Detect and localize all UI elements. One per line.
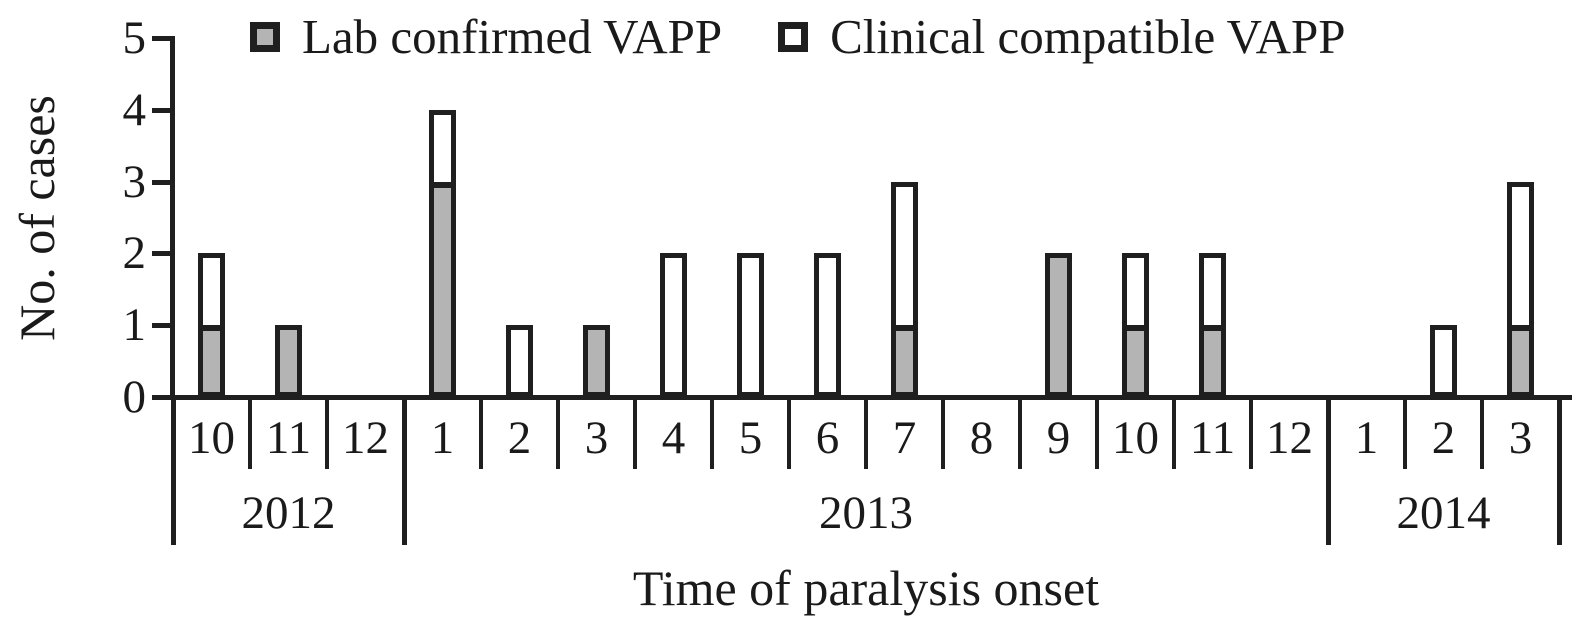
month-label-10: 10 [188,412,235,464]
y-tick-label-2: 2 [122,227,147,280]
bar-month-8-5 [737,253,764,397]
year-separator [402,397,407,545]
month-label-6: 6 [815,412,840,464]
month-separator [1095,397,1099,469]
bar-month-1-10 [198,253,225,397]
bar-lab-confirmed-segment [434,181,451,392]
month-separator [1018,397,1022,469]
month-label-9: 9 [1046,412,1071,464]
bar-lab-confirmed-segment [280,330,297,392]
legend-item-lab-confirmed: Lab confirmed VAPP [250,8,722,66]
month-separator [1480,397,1484,469]
year-label-2012: 2012 [241,487,336,539]
bar-month-17-2 [1430,325,1457,397]
x-axis-line [168,395,1572,400]
month-separator [556,397,560,469]
month-label-12: 12 [1266,412,1313,464]
bar-lab-confirmed-segment [1050,258,1067,392]
month-label-1: 1 [430,412,455,464]
bar-month-12-9 [1045,253,1072,397]
month-label-5: 5 [738,412,763,464]
month-label-4: 4 [661,412,686,464]
month-separator [1403,397,1407,469]
y-tick-label-3: 3 [122,155,147,208]
bar-month-18-3 [1507,181,1534,397]
month-label-10: 10 [1112,412,1159,464]
month-label-8: 8 [969,412,994,464]
clinical-compatible-swatch-icon [778,22,809,52]
y-axis-tick-4 [152,107,171,113]
month-label-11: 11 [265,412,312,464]
y-axis-tick-5 [152,36,171,41]
y-tick-label-1: 1 [122,299,147,352]
bar-lab-confirmed-segment [896,325,913,392]
bar-lab-confirmed-segment [1127,325,1144,392]
month-label-3: 3 [1508,412,1533,464]
y-axis-tick-2 [152,251,171,257]
month-separator [787,397,791,469]
month-separator [941,397,945,469]
legend-label-clinical-compatible: Clinical compatible VAPP [830,9,1346,64]
legend-label-lab-confirmed: Lab confirmed VAPP [302,9,723,64]
month-label-7: 7 [892,412,917,464]
month-separator [248,397,252,469]
month-separator [864,397,868,469]
month-label-3: 3 [584,412,609,464]
bar-month-2-11 [275,325,302,397]
y-axis-tick-1 [152,323,171,329]
bar-month-9-6 [814,253,841,397]
year-separator [171,397,176,545]
y-axis-tick-3 [152,179,171,185]
month-separator [1172,397,1176,469]
bar-month-13-10 [1122,253,1149,397]
bar-lab-confirmed-segment [1204,325,1221,392]
bar-lab-confirmed-segment [203,325,220,392]
y-axis-tick-0 [152,395,171,400]
month-label-12: 12 [342,412,389,464]
year-label-2014: 2014 [1396,487,1491,539]
bar-month-6-3 [583,325,610,397]
month-separator [479,397,483,469]
legend-item-clinical-compatible: Clinical compatible VAPP [778,8,1346,66]
month-label-2: 2 [1431,412,1456,464]
bar-month-4-1 [429,109,456,397]
y-tick-label-4: 4 [122,83,147,136]
y-tick-label-5: 5 [122,12,147,64]
bar-month-7-4 [660,253,687,397]
bar-month-5-2 [506,325,533,397]
month-separator [710,397,714,469]
year-separator [1326,397,1331,545]
month-separator [325,397,329,469]
bar-lab-confirmed-segment [1512,325,1529,392]
bar-month-10-7 [891,181,918,397]
y-tick-label-0: 0 [122,371,147,423]
y-axis-line [170,36,175,399]
bar-lab-confirmed-segment [588,330,605,392]
bar-month-14-11 [1199,253,1226,397]
month-label-1: 1 [1354,412,1379,464]
x-axis-title: Time of paralysis onset [632,560,1100,616]
lab-confirmed-swatch-icon [250,22,280,52]
month-label-11: 11 [1189,412,1236,464]
legend: Lab confirmed VAPP Clinical compatible V… [250,8,1346,66]
month-label-2: 2 [507,412,532,464]
year-label-2013: 2013 [819,487,913,539]
year-separator [1557,397,1562,545]
month-separator [1249,397,1253,469]
month-separator [633,397,637,469]
